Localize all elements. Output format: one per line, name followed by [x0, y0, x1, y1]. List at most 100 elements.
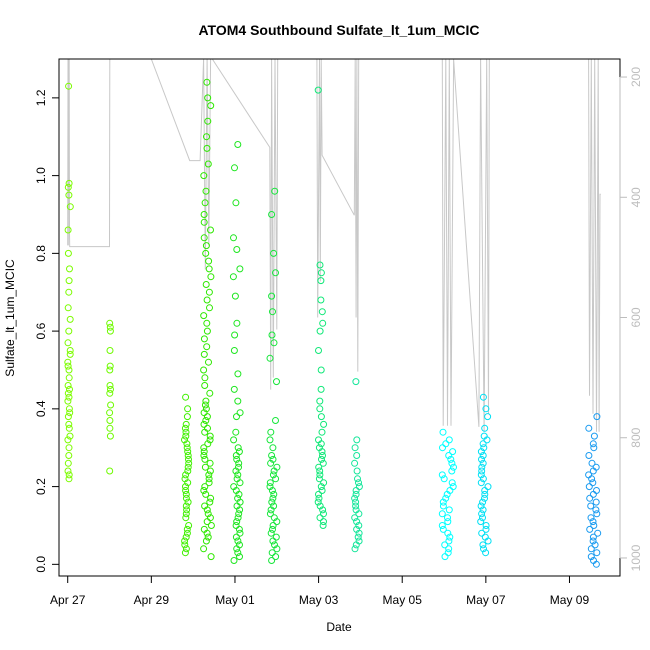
data-point	[185, 459, 193, 467]
data-point	[445, 506, 453, 514]
data-point	[185, 455, 192, 463]
data-point	[65, 374, 73, 382]
data-point	[477, 518, 485, 526]
data-point	[200, 409, 208, 417]
data-point	[65, 420, 73, 428]
data-point	[482, 525, 490, 533]
data-point	[442, 494, 450, 502]
data-point	[204, 160, 212, 168]
data-point	[482, 549, 490, 557]
data-point	[319, 319, 327, 327]
data-point	[106, 323, 114, 331]
data-point	[266, 354, 274, 362]
data-point	[234, 370, 242, 378]
data-point	[64, 339, 72, 347]
data-point	[319, 452, 326, 459]
data-point	[203, 78, 211, 86]
x-tick-label: Apr 29	[134, 593, 170, 607]
data-point	[441, 553, 449, 561]
data-point	[207, 522, 215, 529]
data-point	[351, 459, 359, 467]
data-point	[593, 487, 600, 494]
data-point	[204, 94, 212, 102]
data-point	[200, 444, 208, 452]
data-point	[440, 475, 448, 483]
data-point	[202, 249, 210, 257]
data-point	[182, 483, 189, 491]
data-point	[352, 487, 360, 494]
data-point	[200, 312, 208, 320]
data-point	[316, 397, 324, 405]
data-point	[234, 537, 242, 545]
data-point	[203, 296, 211, 304]
data-point	[351, 444, 359, 452]
data-point	[202, 490, 210, 498]
data-point	[484, 413, 492, 421]
data-point	[444, 529, 452, 537]
data-point	[206, 467, 214, 475]
data-point	[448, 467, 456, 475]
data-point	[438, 522, 446, 529]
data-point	[64, 397, 72, 405]
data-point	[589, 533, 597, 541]
data-point	[200, 448, 208, 456]
data-point	[269, 455, 277, 463]
data-point	[201, 199, 209, 207]
data-point	[65, 277, 73, 285]
data-point	[266, 479, 274, 487]
data-point	[201, 483, 209, 491]
data-point	[270, 502, 278, 510]
data-point	[200, 335, 208, 343]
data-point	[445, 452, 453, 459]
data-point	[201, 382, 209, 389]
data-point	[64, 362, 72, 370]
data-point	[593, 510, 601, 518]
data-point	[65, 179, 73, 187]
data-point	[317, 277, 325, 285]
data-point	[588, 459, 596, 467]
data-point	[184, 452, 192, 459]
data-point	[106, 319, 114, 327]
data-point	[439, 498, 447, 506]
data-point	[439, 525, 447, 533]
data-point	[230, 347, 238, 354]
data-point	[268, 557, 276, 564]
data-point	[205, 358, 212, 366]
data-point	[232, 452, 240, 459]
data-point	[315, 463, 323, 471]
data-point	[200, 234, 208, 242]
data-point	[478, 463, 486, 471]
data-point	[593, 413, 601, 421]
data-point	[354, 533, 362, 541]
data-point	[234, 514, 242, 522]
data-point	[318, 428, 326, 436]
chart-title: ATOM4 Southbound Sulfate_lt_1um_MCIC	[198, 22, 479, 38]
data-point	[184, 463, 192, 471]
data-point	[205, 265, 213, 273]
data-point	[593, 549, 601, 557]
data-point	[233, 475, 241, 483]
data-point	[351, 494, 359, 502]
data-point	[183, 444, 191, 452]
data-point	[439, 428, 447, 436]
data-point	[206, 432, 214, 440]
data-point	[586, 525, 594, 533]
data-point	[106, 389, 114, 397]
data-point	[185, 522, 193, 529]
data-point	[269, 471, 277, 479]
data-point	[316, 327, 324, 335]
data-point	[205, 479, 213, 487]
data-point	[585, 471, 593, 479]
data-point	[589, 518, 597, 526]
data-point	[206, 514, 214, 522]
data-point	[479, 514, 486, 522]
data-point	[445, 436, 453, 444]
data-point	[201, 463, 209, 471]
data-point	[66, 315, 74, 323]
data-point	[207, 494, 215, 502]
data-point	[66, 350, 74, 358]
data-point	[181, 436, 188, 444]
data-point	[320, 510, 327, 518]
y2-tick-label: 800	[629, 427, 643, 447]
data-point	[587, 553, 595, 561]
